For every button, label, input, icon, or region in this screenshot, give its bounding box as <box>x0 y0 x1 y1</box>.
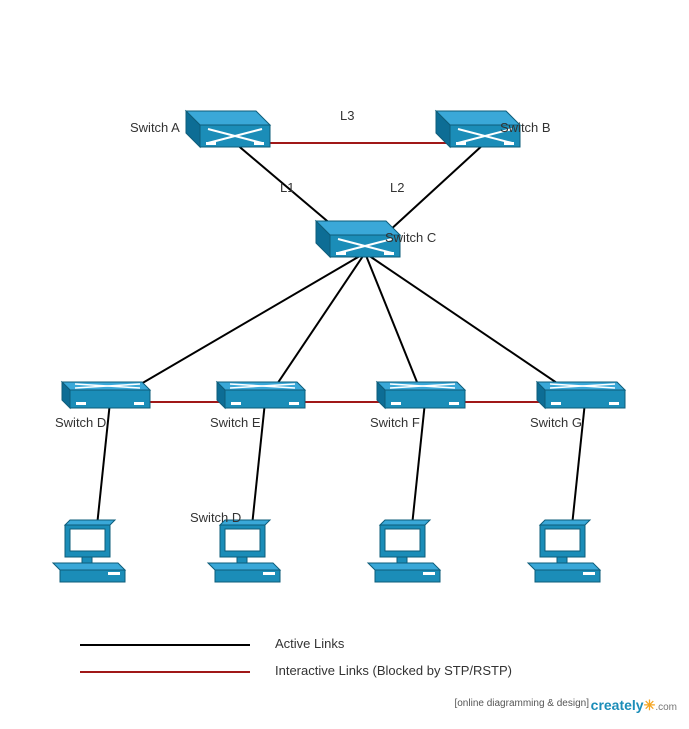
logo-main: creately <box>591 697 644 713</box>
logo-suffix: .com <box>655 702 677 713</box>
edge-label-2: L2 <box>390 180 404 195</box>
diagram-canvas: Switch A Switch B Switch C Switch D Switch E… <box>0 0 689 724</box>
node-label-G: Switch G <box>530 415 582 430</box>
footer-text: [online diagramming & design] <box>454 698 589 709</box>
node-label-C: Switch C <box>385 230 436 245</box>
node-label-F: Switch F <box>370 415 420 430</box>
edge-label-1: L1 <box>280 180 294 195</box>
edge-label-0: L3 <box>340 108 354 123</box>
node-label-B: Switch B <box>500 120 551 135</box>
creately-logo: creately✳.com <box>591 697 677 714</box>
node-label-D: Switch D <box>55 415 106 430</box>
node-label-E: Switch E <box>210 415 261 430</box>
logo-accent: ✳ <box>644 697 656 713</box>
node-label-PC2: Switch D <box>190 510 241 525</box>
legend-inactive-label: Interactive Links (Blocked by STP/RSTP) <box>275 663 512 678</box>
legend-active-label: Active Links <box>275 636 344 651</box>
node-label-A: Switch A <box>130 120 180 135</box>
